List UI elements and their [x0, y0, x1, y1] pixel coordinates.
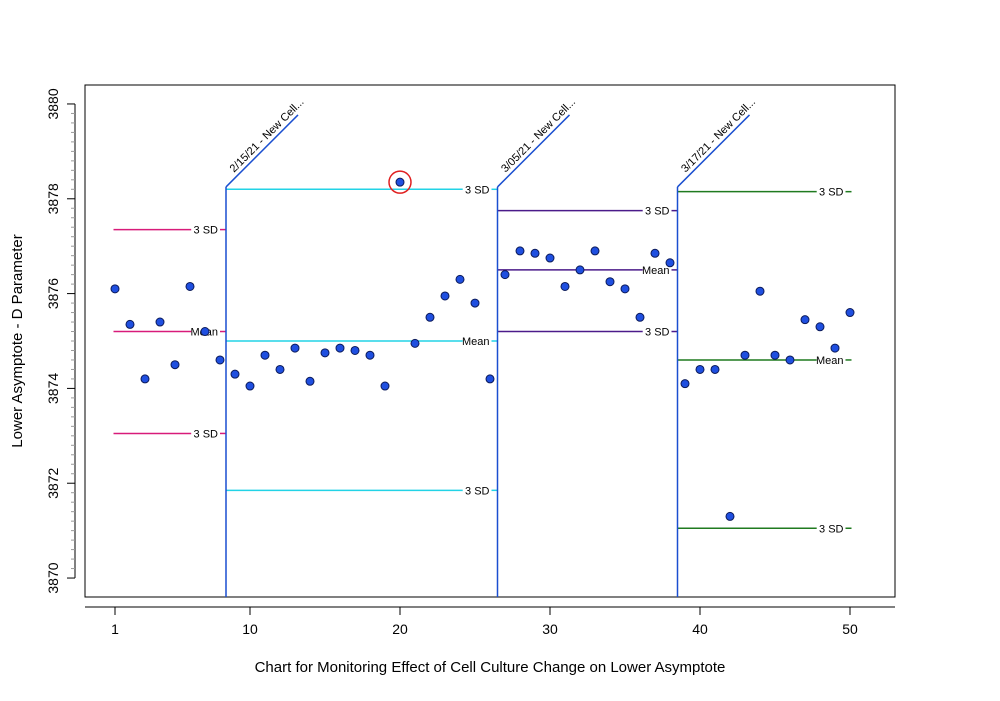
data-point — [170, 360, 180, 370]
data-point — [665, 258, 675, 268]
phase-label: 2/15/21 - New Cell... — [228, 96, 307, 175]
data-point — [365, 350, 375, 360]
data-point — [680, 379, 690, 389]
data-point — [335, 343, 345, 353]
phase-divider-slant — [496, 114, 571, 188]
x-tick-label: 10 — [242, 621, 258, 637]
data-point — [845, 308, 855, 318]
data-point — [530, 248, 540, 258]
data-points — [110, 170, 855, 521]
x-tick-label: 50 — [842, 621, 858, 637]
sd-limit-label: 3 SD — [645, 327, 670, 339]
data-point — [155, 317, 165, 327]
data-point — [545, 253, 555, 263]
data-point — [605, 277, 615, 287]
y-axis: 3870 3872 3874 3876 3878 3880 — [45, 88, 76, 594]
data-point — [440, 291, 450, 301]
data-point — [455, 274, 465, 284]
data-point — [635, 312, 645, 322]
data-point — [815, 322, 825, 332]
data-point — [485, 374, 495, 384]
phase-divider-slant — [225, 114, 299, 188]
data-point — [770, 350, 780, 360]
data-point — [260, 350, 270, 360]
x-tick-label: 30 — [542, 621, 558, 637]
data-point — [185, 281, 195, 291]
sd-limit-label: 3 SD — [819, 187, 844, 199]
data-point — [590, 246, 600, 256]
data-point — [290, 343, 300, 353]
y-tick-label: 3878 — [45, 183, 61, 214]
x-axis-label: Chart for Monitoring Effect of Cell Cult… — [255, 659, 726, 676]
data-point — [125, 319, 135, 329]
data-point — [500, 270, 510, 280]
data-point — [215, 355, 225, 365]
y-tick-label: 3872 — [45, 467, 61, 498]
data-point — [800, 315, 810, 325]
data-point — [380, 381, 390, 391]
phase-label: 3/05/21 - New Cell... — [499, 96, 578, 175]
sd-limit-label: 3 SD — [465, 184, 490, 196]
data-point — [725, 511, 735, 521]
data-point — [275, 364, 285, 374]
data-point — [110, 284, 120, 294]
data-point — [575, 265, 585, 275]
sd-limit-label: 3 SD — [645, 206, 670, 218]
sd-limit-label: 3 SD — [194, 225, 219, 237]
outlier-highlight-circle — [388, 170, 412, 194]
data-point — [785, 355, 795, 365]
sd-limit-label: 3 SD — [819, 523, 844, 535]
data-point — [740, 350, 750, 360]
data-point — [230, 369, 240, 379]
x-tick-label: 40 — [692, 621, 708, 637]
data-point — [650, 248, 660, 258]
data-point — [470, 298, 480, 308]
data-point — [245, 381, 255, 391]
phase-label: 3/17/21 - New Cell... — [679, 96, 758, 175]
data-point — [830, 343, 840, 353]
y-tick-label: 3870 — [45, 562, 61, 593]
data-point — [695, 364, 705, 374]
y-tick-label: 3876 — [45, 278, 61, 309]
data-point — [200, 327, 210, 337]
data-point — [620, 284, 630, 294]
data-point — [320, 348, 330, 358]
sd-limit-label: 3 SD — [194, 428, 219, 440]
x-axis: 1 10 20 30 40 50 — [85, 606, 895, 637]
data-point — [515, 246, 525, 256]
data-point — [395, 177, 405, 187]
phase-divider-slant — [676, 114, 751, 188]
y-tick-label: 3880 — [45, 88, 61, 119]
mean-label: Mean — [462, 336, 490, 348]
data-point — [560, 281, 570, 291]
mean-label: Mean — [816, 355, 844, 367]
x-tick-label: 1 — [111, 621, 119, 637]
y-axis-label: Lower Asymptote - D Parameter — [9, 234, 26, 447]
plot-frame — [84, 84, 896, 598]
y-tick-label: 3874 — [45, 373, 61, 404]
data-point — [755, 286, 765, 296]
data-point — [710, 364, 720, 374]
mean-label: Mean — [642, 265, 670, 277]
data-point — [350, 345, 360, 355]
phase-limits: 3 SD Mean 3 SD 3 SD Mean 3 SD 2/15/21 - New Ce… — [113, 96, 852, 597]
x-tick-label: 20 — [392, 621, 408, 637]
data-point — [410, 338, 420, 348]
data-point — [425, 312, 435, 322]
sd-limit-label: 3 SD — [465, 485, 490, 497]
data-point — [305, 376, 315, 386]
data-point — [140, 374, 150, 384]
